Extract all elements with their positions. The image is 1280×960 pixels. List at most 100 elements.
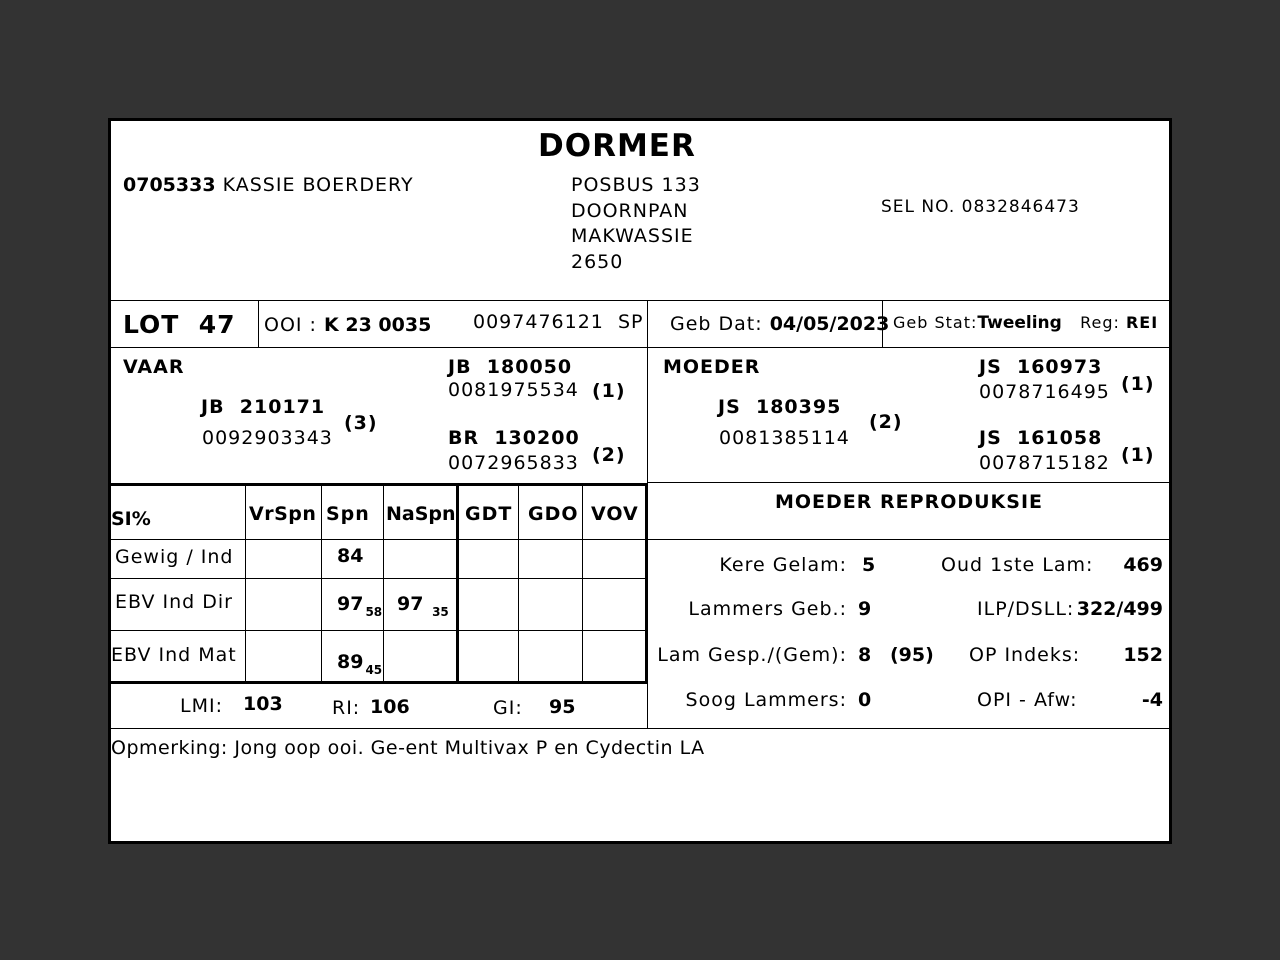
address-2: DOORNPAN [571,200,689,222]
table-header-vrspn: VrSpn [249,503,317,525]
reg-value: REI [1125,313,1159,332]
ebv-dir-naspn-value: 97 [397,593,424,615]
dam-sire-no: 0078716495 [979,381,1110,403]
ebv-mat-spn-accuracy: 45 [365,663,383,677]
dam-dam-grade: (1) [1121,444,1155,466]
address-1: POSBUS 133 [571,174,701,196]
ebv-mat-spn-value: 89 [337,651,364,673]
address-4: 2650 [571,251,624,273]
sire-grade: (3) [344,412,378,434]
animal-id-value: K 23 0035 [324,314,432,336]
breed-title: DORMER [538,128,696,164]
divider [518,485,519,682]
table-header-gdt: GDT [465,503,513,525]
repro-label: ILP/DSLL: [977,598,1075,620]
divider [111,728,1169,729]
divider [111,630,647,631]
dam-sire-id: JS 160973 [979,356,1103,378]
repro-label: Oud 1ste Lam: [941,554,1094,576]
sire-sire-no: 0081975534 [448,379,579,401]
divider [647,539,1169,540]
divider [582,485,583,682]
divider [111,539,647,540]
repro-value: 152 [1123,644,1163,666]
repro-label: OP Indeks: [969,644,1081,666]
divider [882,300,883,347]
ebv-dir-spn-accuracy: 58 [365,605,383,619]
repro-value: 469 [1123,554,1163,576]
row-label-gewig: Gewig / Ind [115,546,234,568]
animal-type-label: OOI : [264,314,317,336]
animal-reg: 0097476121 SP [473,313,644,332]
lot-label: LOT [123,310,180,339]
divider [321,485,322,682]
repro-extra: (95) [890,644,934,666]
repro-value: 0 [858,689,873,711]
dam-label: MOEDER [663,356,761,378]
dam-dam-id: JS 161058 [979,427,1103,449]
lmi-value: 103 [243,693,283,715]
dam-id: JS 180395 [718,396,842,418]
lot-card: DORMER 0705333 KASSIE BOERDERY POSBUS 13… [108,118,1172,844]
ri-value: 106 [370,696,410,718]
repro-label: Lam Gesp./(Gem): [657,644,847,666]
owner-line: 0705333 KASSIE BOERDERY [123,176,414,195]
ri-label: RI: [332,697,361,719]
repro-value: 5 [862,554,877,576]
sire-label: VAAR [123,356,185,378]
divider [111,347,1169,348]
table-header-si: SI% [111,508,151,530]
animal-reg-no: 0097476121 [473,311,604,333]
birth-date-value: 04/05/2023 [769,313,890,335]
cell-ebv-dir-naspn: 97 35 [397,593,449,619]
dam-grade: (2) [869,411,903,433]
lot-value: 47 [198,310,236,339]
repro-label: Kere Gelam: [719,554,847,576]
row-label-ebv-dir: EBV Ind Dir [115,591,233,613]
animal-id: OOI : K 23 0035 [264,316,431,335]
row-label-ebv-mat: EBV Ind Mat [111,644,237,666]
repro-value: 8 [858,644,873,666]
divider [111,483,648,486]
table-header-vov: VOV [591,503,639,525]
birth-date-label: Geb Dat: [670,313,763,335]
repro-label: Soog Lammers: [685,689,847,711]
remark: Opmerking: Jong oop ooi. Ge-ent Multivax… [111,737,705,759]
repro-value: 322/499 [1076,598,1163,620]
cell-gewig-spn: 84 [337,545,364,567]
dam-no: 0081385114 [719,427,850,449]
divider [111,300,1169,301]
sire-sire-grade: (1) [592,380,626,402]
divider [383,485,384,682]
dam-sire-grade: (1) [1121,373,1155,395]
sire-dam-id: BR 130200 [448,427,580,449]
cell-ebv-dir-spn: 97 58 [337,593,383,619]
animal-suffix: SP [617,311,644,333]
gi-value: 95 [549,696,576,718]
repro-label: Lammers Geb.: [688,598,847,620]
dam-dam-no: 0078715182 [979,452,1110,474]
repro-title: MOEDER REPRODUKSIE [775,491,1044,513]
lot-number: LOT 47 [123,312,236,337]
table-header-naspn: NaSpn [386,503,456,525]
divider [245,485,246,682]
lmi-label: LMI: [180,695,223,717]
birth-date: Geb Dat: 04/05/2023 [670,315,889,334]
phone: SEL NO. 0832846473 [881,197,1080,217]
birth-status: Geb Stat:Tweeling Reg: REI [893,315,1158,332]
address-3: MAKWASSIE [571,225,694,247]
divider [645,485,648,682]
birth-status-label: Geb Stat: [893,313,978,332]
ebv-dir-spn-value: 97 [337,593,364,615]
divider [647,482,1169,483]
sire-dam-grade: (2) [592,444,626,466]
divider [258,300,259,347]
owner-code: 0705333 [123,174,216,196]
divider [111,578,647,579]
cell-ebv-mat-spn: 89 45 [337,651,383,677]
repro-value: -4 [1141,689,1163,711]
reg-label: Reg: [1080,313,1120,332]
divider [111,681,648,684]
repro-label: OPI - Afw: [977,689,1078,711]
birth-status-value: Tweeling [977,313,1062,333]
